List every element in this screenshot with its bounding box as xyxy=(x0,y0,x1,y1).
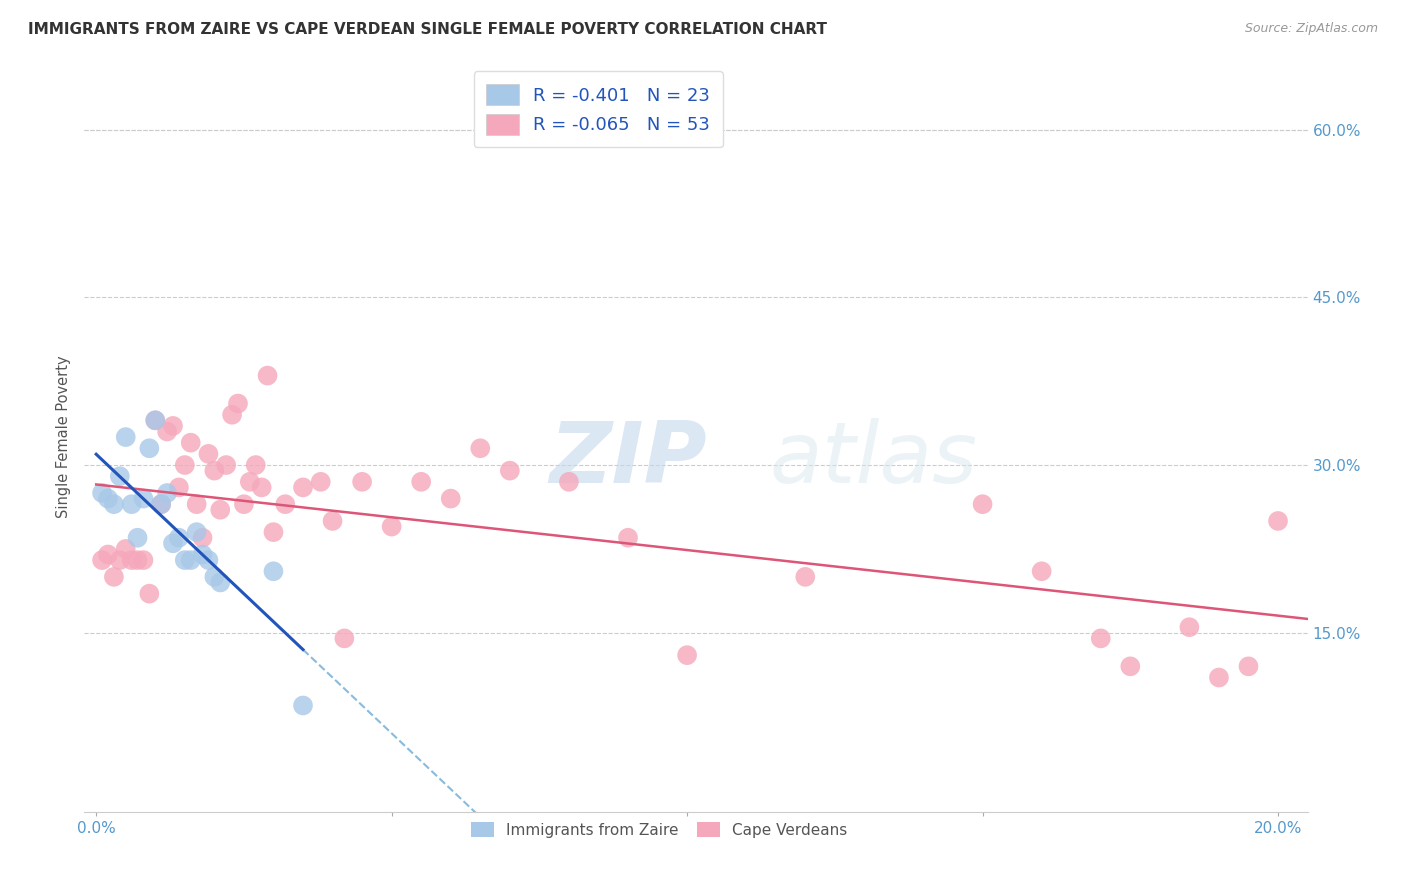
Point xyxy=(1090,632,1112,646)
Point xyxy=(558,475,581,489)
Point xyxy=(143,413,166,427)
Point xyxy=(127,553,149,567)
Point xyxy=(167,531,190,545)
Point xyxy=(173,458,195,472)
Legend: Immigrants from Zaire, Cape Verdeans: Immigrants from Zaire, Cape Verdeans xyxy=(464,814,855,846)
Point xyxy=(440,491,463,506)
Point xyxy=(167,480,190,494)
Point xyxy=(245,458,267,472)
Point xyxy=(232,497,254,511)
Text: IMMIGRANTS FROM ZAIRE VS CAPE VERDEAN SINGLE FEMALE POVERTY CORRELATION CHART: IMMIGRANTS FROM ZAIRE VS CAPE VERDEAN SI… xyxy=(28,22,827,37)
Point xyxy=(1031,564,1053,578)
Point xyxy=(1178,620,1201,634)
Point xyxy=(180,553,202,567)
Point xyxy=(108,553,131,567)
Point xyxy=(1267,514,1289,528)
Point xyxy=(97,491,120,506)
Point xyxy=(197,553,219,567)
Point xyxy=(309,475,332,489)
Point xyxy=(103,497,125,511)
Point xyxy=(91,553,114,567)
Point xyxy=(274,497,297,511)
Point xyxy=(221,408,243,422)
Point xyxy=(162,418,184,433)
Point xyxy=(1119,659,1142,673)
Point xyxy=(156,425,179,439)
Point xyxy=(411,475,433,489)
Point xyxy=(121,553,143,567)
Point xyxy=(617,531,640,545)
Point xyxy=(103,570,125,584)
Point xyxy=(150,497,173,511)
Point xyxy=(262,564,284,578)
Point xyxy=(202,570,225,584)
Text: Source: ZipAtlas.com: Source: ZipAtlas.com xyxy=(1244,22,1378,36)
Point xyxy=(972,497,994,511)
Point xyxy=(191,531,214,545)
Point xyxy=(292,698,315,713)
Point xyxy=(132,553,155,567)
Point xyxy=(127,531,149,545)
Point xyxy=(143,413,166,427)
Point xyxy=(121,497,143,511)
Point xyxy=(138,442,160,456)
Y-axis label: Single Female Poverty: Single Female Poverty xyxy=(56,356,72,518)
Point xyxy=(173,553,195,567)
Text: atlas: atlas xyxy=(769,418,977,501)
Point xyxy=(292,480,315,494)
Point xyxy=(381,519,404,533)
Point xyxy=(186,497,208,511)
Point xyxy=(352,475,374,489)
Point xyxy=(162,536,184,550)
Point xyxy=(262,525,284,540)
Point xyxy=(97,548,120,562)
Point xyxy=(470,442,492,456)
Text: ZIP: ZIP xyxy=(550,418,707,501)
Point xyxy=(333,632,356,646)
Point xyxy=(209,575,232,590)
Point xyxy=(499,464,522,478)
Point xyxy=(186,525,208,540)
Point xyxy=(197,447,219,461)
Point xyxy=(91,486,114,500)
Point xyxy=(1237,659,1260,673)
Point xyxy=(226,396,249,410)
Point xyxy=(180,435,202,450)
Point xyxy=(215,458,238,472)
Point xyxy=(191,548,214,562)
Point xyxy=(239,475,262,489)
Point xyxy=(676,648,699,662)
Point xyxy=(209,502,232,516)
Point xyxy=(156,486,179,500)
Point xyxy=(150,497,173,511)
Point xyxy=(1208,671,1230,685)
Point xyxy=(138,587,160,601)
Point xyxy=(114,430,136,444)
Point xyxy=(256,368,278,383)
Point xyxy=(108,469,131,483)
Point xyxy=(794,570,817,584)
Point xyxy=(114,541,136,556)
Point xyxy=(132,491,155,506)
Point xyxy=(250,480,273,494)
Point xyxy=(202,464,225,478)
Point xyxy=(322,514,344,528)
